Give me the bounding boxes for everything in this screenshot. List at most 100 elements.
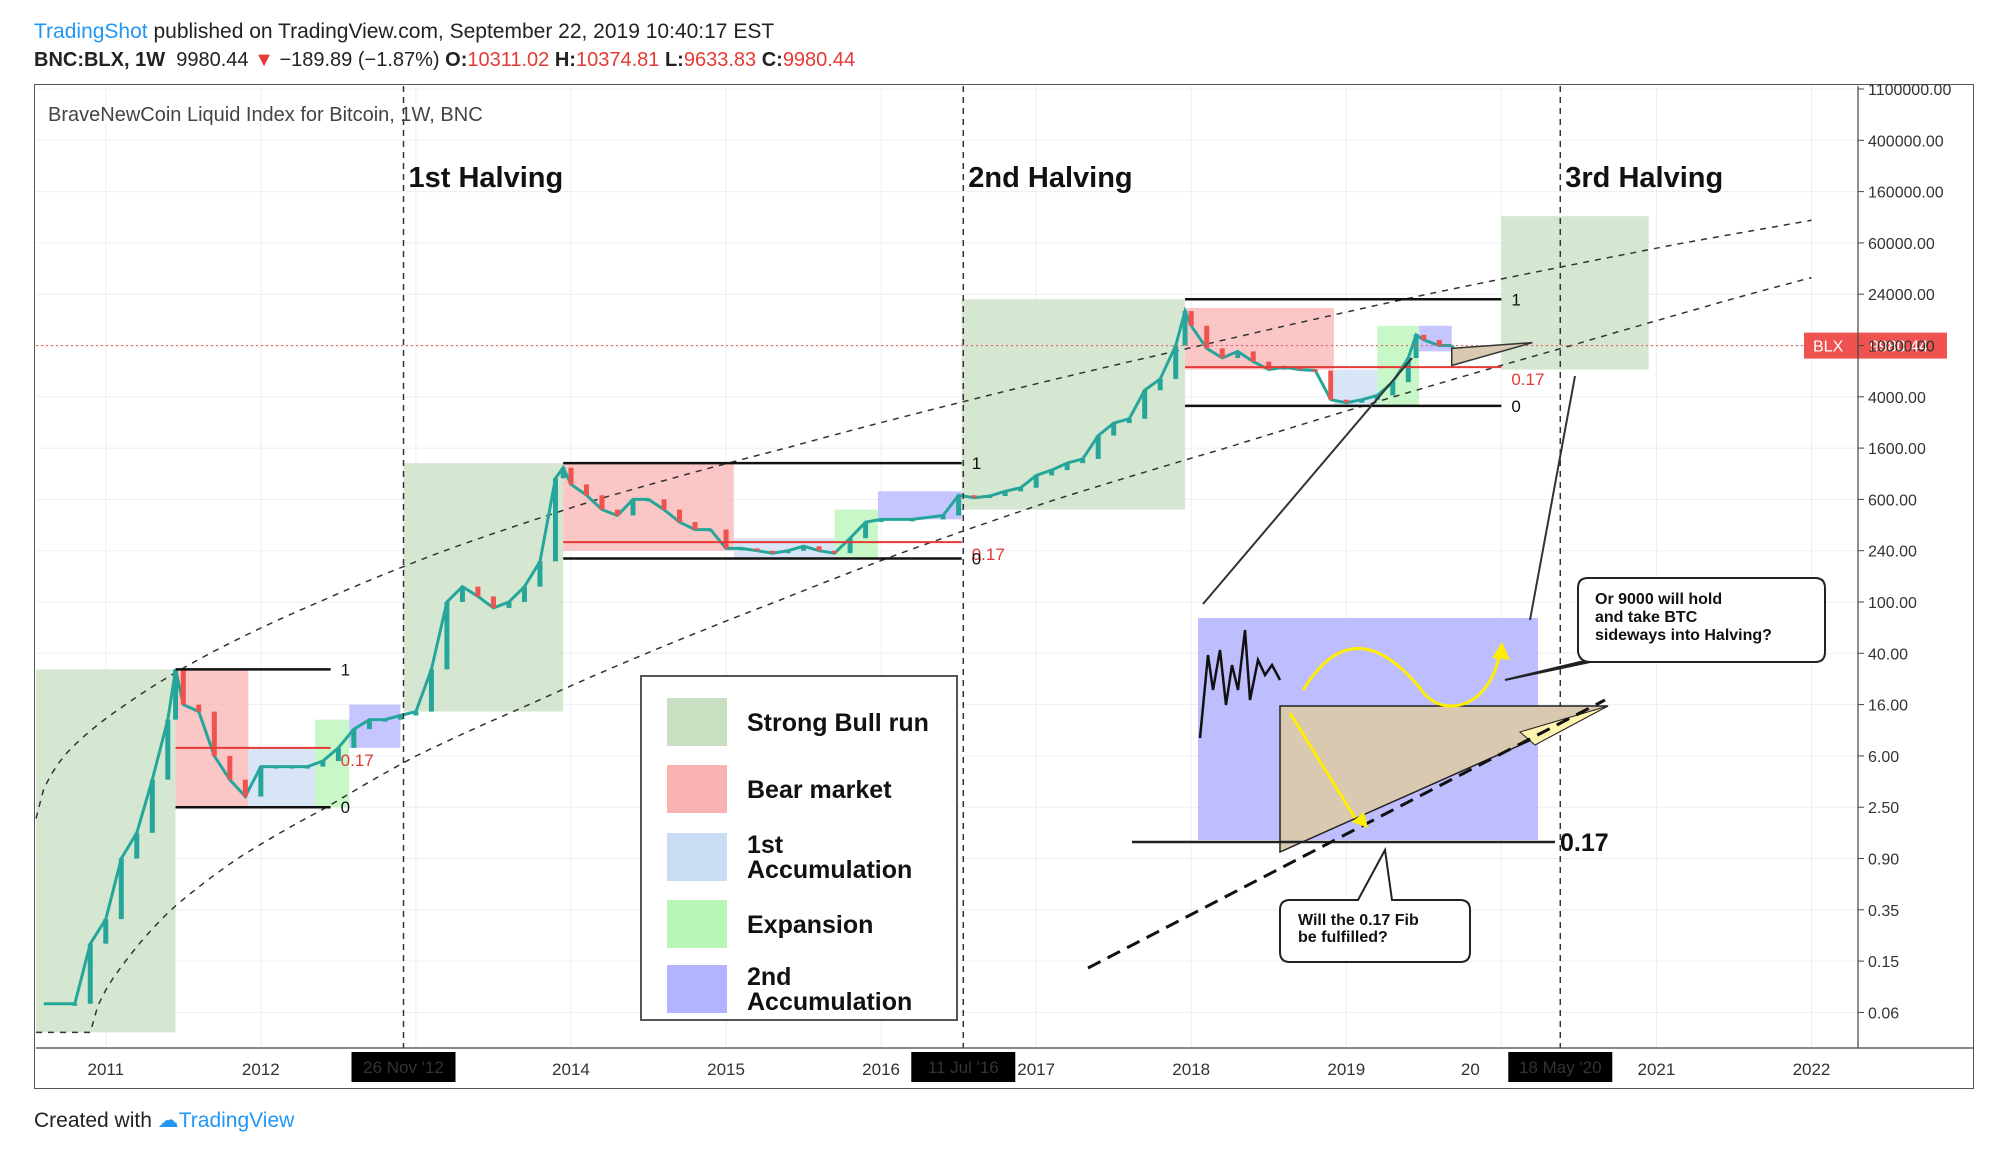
- fib-label-1: 1: [1511, 290, 1520, 309]
- author-name[interactable]: TradingShot: [34, 20, 148, 43]
- candle: [351, 729, 357, 748]
- bubble-top-line: sideways into Halving?: [1595, 627, 1772, 644]
- candle: [614, 509, 620, 516]
- candle: [537, 561, 543, 587]
- candle: [1111, 423, 1117, 436]
- candle: [583, 484, 589, 496]
- y-tick-label: 160000.00: [1868, 185, 1944, 202]
- legend-swatch-bull: [667, 698, 727, 746]
- tradingview-link[interactable]: TradingView: [178, 1109, 295, 1132]
- candle: [723, 529, 729, 549]
- candle: [103, 919, 109, 944]
- candle: [118, 858, 124, 920]
- candle: [754, 548, 760, 551]
- halving-label: 1st Halving: [409, 162, 564, 194]
- price-change: −189.89 (−1.87%): [279, 49, 440, 71]
- created-with: Created with: [34, 1109, 152, 1132]
- candle: [506, 602, 512, 608]
- candle: [397, 715, 403, 720]
- x-tick-label: 2014: [552, 1060, 590, 1079]
- legend-label-acc1-2: Accumulation: [747, 856, 912, 884]
- price-tag-value: 9980.44: [1870, 339, 1928, 356]
- bubble-bottom: [1279, 846, 1471, 963]
- candle: [1235, 351, 1241, 358]
- candle: [211, 711, 217, 756]
- zoom-fib-label: 0.17: [1560, 829, 1609, 857]
- footer: Created with ☁TradingView: [34, 1108, 294, 1133]
- y-tick-label: 6.00: [1868, 749, 1899, 766]
- candle: [1328, 370, 1334, 400]
- x-tick-label: 2016: [862, 1060, 900, 1079]
- yellow-arrowhead: [1492, 642, 1510, 660]
- x-tick-label: 2022: [1793, 1060, 1831, 1079]
- log-curves: [35, 219, 1812, 1034]
- bubble-bottom-line: be fulfilled?: [1298, 929, 1388, 946]
- halving-label: 3rd Halving: [1565, 162, 1723, 194]
- candle: [1421, 334, 1427, 340]
- y-tick-label: 0.15: [1868, 954, 1899, 971]
- candle: [227, 755, 233, 780]
- fib-label-1: 1: [972, 454, 981, 473]
- y-tick-label: 24000.00: [1868, 287, 1935, 304]
- bubble-top-line: Or 9000 will hold: [1595, 591, 1722, 608]
- zone-acc2: [877, 491, 962, 520]
- candle: [646, 499, 652, 502]
- candle: [1297, 367, 1303, 370]
- candle: [1033, 475, 1039, 488]
- chart-frame[interactable]: [34, 84, 1974, 1089]
- candle: [770, 550, 776, 554]
- price-series: BLX 9980.44: [36, 306, 1947, 1006]
- candle: [1343, 399, 1349, 403]
- candle: [304, 766, 310, 769]
- candle: [552, 478, 558, 562]
- candle: [134, 832, 140, 859]
- candle: [459, 586, 465, 602]
- zoom-connector: [1529, 375, 1576, 621]
- open-value: 10311.02: [467, 49, 550, 71]
- fib-label-0: 0: [972, 550, 981, 569]
- zoom-connector: [1202, 357, 1413, 605]
- candle: [677, 509, 683, 523]
- candle: [320, 760, 326, 767]
- candle: [72, 1003, 78, 1006]
- legend-label-acc2-2: Accumulation: [747, 988, 912, 1016]
- y-tick-label: 0.06: [1868, 1005, 1899, 1022]
- x-halving-tag: [1508, 1052, 1613, 1082]
- price-tag-symbol: BLX: [1813, 339, 1844, 356]
- tradingview-logo-icon[interactable]: ☁: [157, 1109, 179, 1132]
- high-label: H:: [554, 49, 576, 71]
- high-value: 10374.81: [575, 49, 660, 71]
- x-tick-label: 18 May '20: [1519, 1058, 1602, 1077]
- y-tick-label: 0.35: [1868, 903, 1899, 920]
- candle: [1359, 399, 1365, 403]
- zone-expansion: [834, 509, 878, 559]
- open-label: O:: [445, 49, 468, 71]
- candle: [1281, 367, 1287, 370]
- candle: [909, 519, 915, 522]
- candle: [560, 467, 566, 479]
- small-triangle: [1450, 341, 1533, 367]
- upper-curve: [35, 219, 1812, 819]
- x-tick-label: 2021: [1638, 1060, 1676, 1079]
- x-tick-label: 11 Jul '16: [928, 1058, 999, 1077]
- candle: [335, 747, 341, 761]
- x-tick-label: 2019: [1327, 1060, 1365, 1079]
- candle: [1064, 463, 1070, 471]
- yellow-down-arrow: [1288, 712, 1357, 819]
- candle: [1436, 339, 1442, 346]
- x-tick-label: 20: [1461, 1060, 1480, 1079]
- candle: [289, 766, 295, 769]
- zoom-dashed-support: [1087, 698, 1606, 970]
- y-tick-label: 60000.00: [1868, 236, 1935, 253]
- candle: [273, 766, 279, 769]
- zone-bear: [563, 463, 734, 551]
- candle: [180, 669, 186, 705]
- zone-expansion: [1377, 325, 1420, 406]
- zone-bull: [961, 299, 1186, 510]
- candle: [863, 522, 869, 539]
- x-tick-label: 2011: [87, 1060, 124, 1079]
- y-tick-label: 4000.00: [1868, 390, 1926, 407]
- symbol-label[interactable]: BNC:BLX, 1W: [34, 49, 166, 71]
